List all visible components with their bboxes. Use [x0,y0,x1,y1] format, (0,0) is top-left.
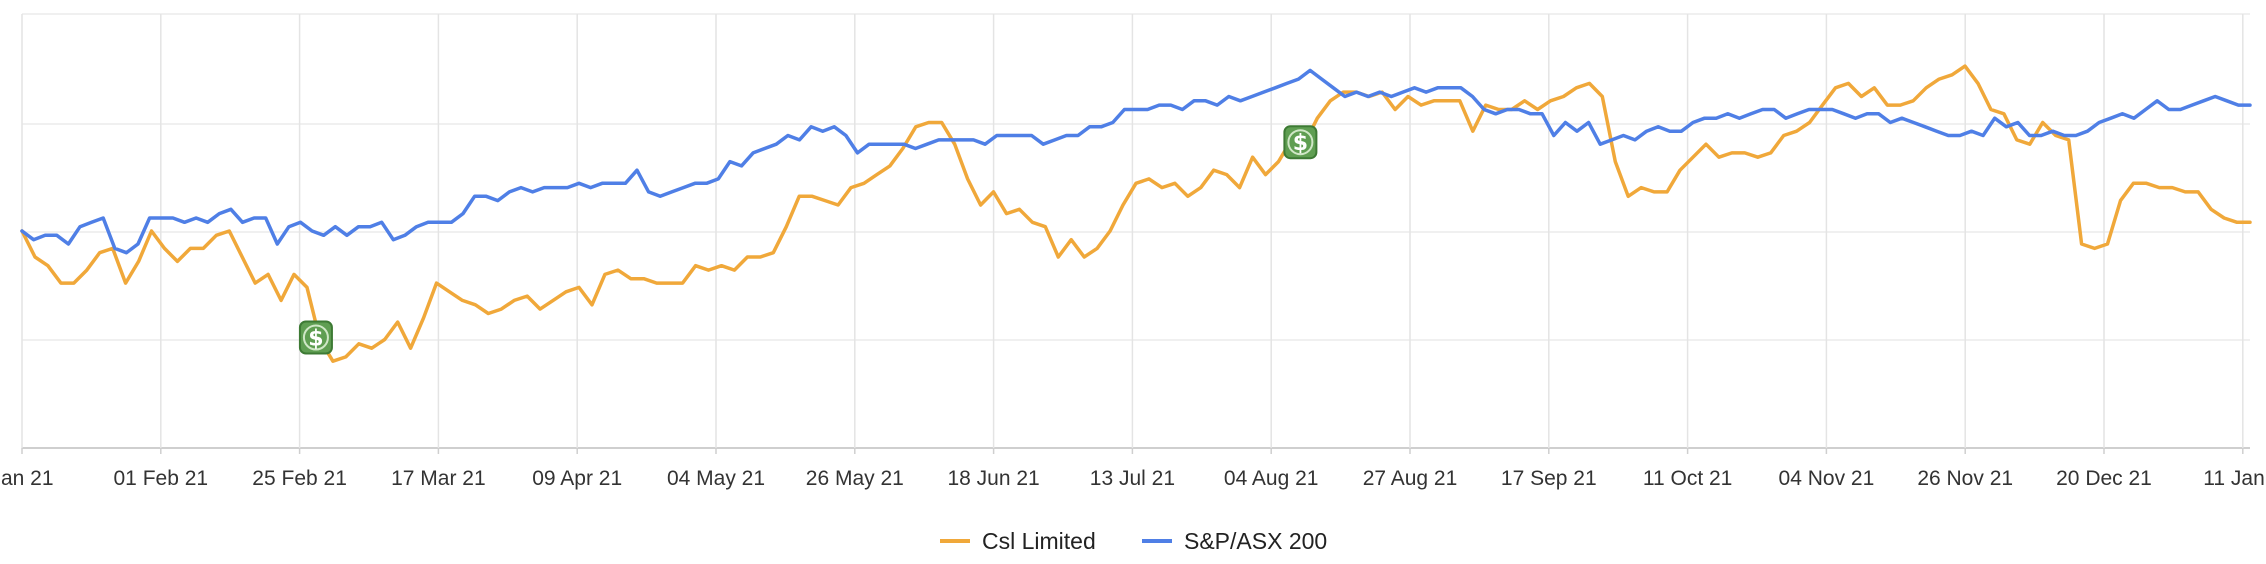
legend-label-asx200: S&P/ASX 200 [1184,528,1327,554]
x-tick-label: 25 Feb 21 [252,467,347,490]
x-axis-tick-labels: Jan 21 01 Feb 21 25 Feb 21 17 Mar 21 09 Apr … [0,467,2266,490]
x-tick-label: 20 Dec 21 [2056,467,2152,490]
series-lines [20,64,2252,363]
legend-item-asx200[interactable]: S&P/ASX 200 [1142,528,1327,554]
legend-item-csl[interactable]: Csl Limited [940,528,1096,554]
x-tick-label: 18 Jun 21 [947,467,1039,490]
vertical-gridlines [21,14,2244,454]
dividend-marker[interactable]: $ [1283,125,1318,160]
x-tick-label: 01 Feb 21 [114,467,209,490]
x-tick-label: 13 Jul 21 [1090,467,1175,490]
dollar-ring-icon [302,324,329,351]
dividend-marker[interactable]: $ [298,320,333,355]
x-tick-label: 26 May 21 [806,467,904,490]
x-tick-label: 26 Nov 21 [1917,467,2013,490]
dollar-glyph: $ [308,327,323,352]
horizontal-gridlines [22,13,2250,449]
x-tick-label: 04 Aug 21 [1224,467,1319,490]
legend[interactable]: Csl Limited S&P/ASX 200 [940,528,1327,554]
x-tick-label: 27 Aug 21 [1363,467,1458,490]
x-tick-label: Jan 21 [0,467,54,490]
x-tick-label: 04 May 21 [667,467,765,490]
dollar-ring-icon [1287,129,1314,156]
series-line-csl [20,64,2252,363]
x-tick-label: 04 Nov 21 [1779,467,1875,490]
dollar-glyph: $ [1293,131,1308,156]
x-tick-label: 11 Oct 21 [1643,467,1733,490]
legend-label-csl: Csl Limited [982,528,1096,554]
x-tick-label: 17 Mar 21 [391,467,486,490]
x-tick-label: 11 Jan 2 [2203,467,2266,490]
series-line-asx200 [20,68,2252,255]
dividend-markers: $$ [298,125,1318,355]
x-tick-label: 17 Sep 21 [1501,467,1597,490]
x-tick-label: 09 Apr 21 [532,467,622,490]
